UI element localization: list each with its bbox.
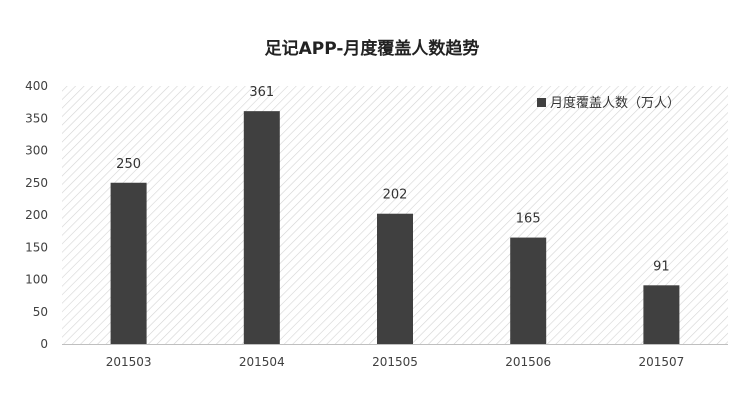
y-tick-label: 300 bbox=[25, 144, 48, 158]
bar-201504 bbox=[243, 111, 280, 344]
data-label-201503: 250 bbox=[116, 157, 141, 172]
y-tick-label: 0 bbox=[40, 337, 48, 351]
legend: 月度覆盖人数（万人） bbox=[537, 95, 680, 111]
y-tick-label: 250 bbox=[25, 176, 48, 190]
chart-title: 足记APP-月度覆盖人数趋势 bbox=[264, 39, 480, 59]
x-tick-label: 201505 bbox=[372, 355, 418, 369]
x-tick-label: 201503 bbox=[106, 355, 152, 369]
y-tick-label: 400 bbox=[25, 79, 48, 93]
data-label-201506: 165 bbox=[516, 212, 541, 227]
bar-201507 bbox=[643, 285, 680, 344]
bar-201505 bbox=[377, 213, 413, 344]
bar-201503 bbox=[110, 182, 147, 344]
y-tick-label: 200 bbox=[25, 208, 48, 222]
y-axis: 0 50 100 150 200 250 300 350 400 bbox=[25, 79, 48, 351]
data-label-201505: 202 bbox=[383, 188, 408, 203]
x-axis: 201503 201504 201505 201506 201507 bbox=[106, 355, 685, 369]
data-labels-group: 250 361 202 165 91 bbox=[116, 85, 669, 274]
bars-group bbox=[110, 111, 680, 344]
y-tick-label: 50 bbox=[33, 305, 48, 319]
legend-label: 月度覆盖人数（万人） bbox=[550, 95, 680, 111]
y-tick-label: 100 bbox=[25, 273, 48, 287]
data-label-201507: 91 bbox=[653, 259, 670, 274]
y-tick-label: 350 bbox=[25, 111, 48, 125]
y-tick-label: 150 bbox=[25, 240, 48, 254]
bar-201506 bbox=[510, 237, 547, 344]
x-tick-label: 201506 bbox=[505, 355, 551, 369]
data-label-201504: 361 bbox=[249, 85, 274, 100]
x-tick-label: 201504 bbox=[239, 355, 285, 369]
legend-swatch bbox=[537, 98, 546, 107]
x-tick-label: 201507 bbox=[638, 355, 684, 369]
